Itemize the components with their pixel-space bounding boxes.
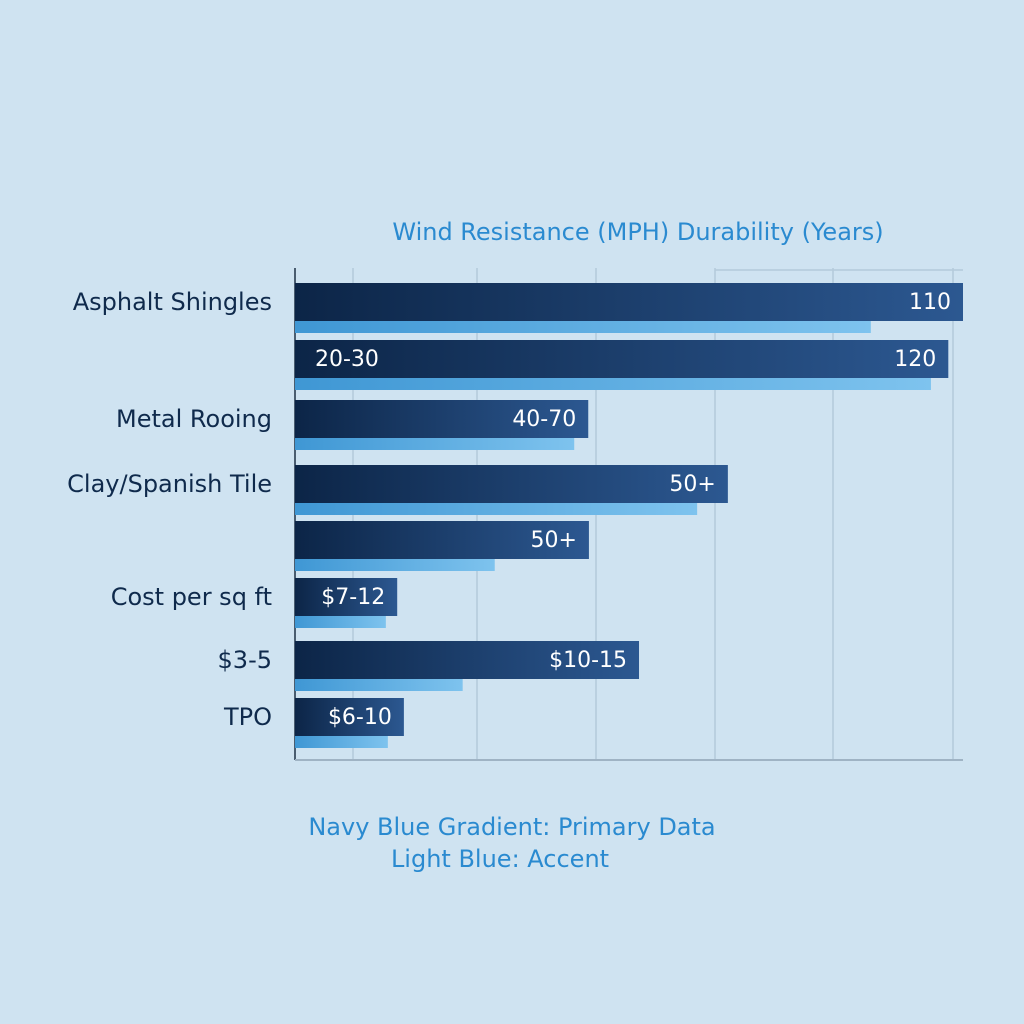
category-label: TPO — [223, 703, 272, 731]
category-label: Cost per sq ft — [111, 583, 272, 611]
bar-label: 50+ — [669, 472, 715, 497]
accent-bar — [295, 736, 388, 748]
bar-label: $6-10 — [328, 705, 392, 730]
primary-bar — [295, 400, 589, 438]
bar-label: 40-70 — [512, 407, 576, 432]
primary-bar — [295, 521, 589, 559]
category-label: Asphalt Shingles — [73, 288, 272, 316]
accent-bar — [295, 679, 463, 691]
bar-label: 120 — [894, 347, 936, 372]
bar-label: 110 — [909, 290, 951, 315]
primary-bar — [295, 698, 404, 736]
chart-title: Wind Resistance (MPH) Durability (Years) — [392, 218, 883, 246]
legend-entry: Navy Blue Gradient: Primary Data — [308, 813, 715, 841]
primary-bar — [295, 340, 949, 378]
accent-bar — [295, 378, 931, 390]
accent-bar — [295, 559, 495, 571]
bar-label: 50+ — [530, 528, 576, 553]
bar-label: 20-30 — [315, 347, 379, 372]
bar-label: $10-15 — [549, 648, 627, 673]
primary-bar — [295, 465, 728, 503]
category-label: Metal Rooing — [116, 405, 272, 433]
primary-bar — [295, 641, 640, 679]
primary-bar — [295, 578, 398, 616]
category-label: Clay/Spanish Tile — [67, 470, 272, 498]
primary-bar — [295, 283, 963, 321]
accent-bar — [295, 438, 575, 450]
category-label: $3-5 — [218, 646, 272, 674]
accent-bar — [295, 503, 698, 515]
legend-entry: Light Blue: Accent — [391, 845, 609, 873]
accent-bar — [295, 321, 871, 333]
bar-label: $7-12 — [321, 585, 385, 610]
accent-bar — [295, 616, 386, 628]
